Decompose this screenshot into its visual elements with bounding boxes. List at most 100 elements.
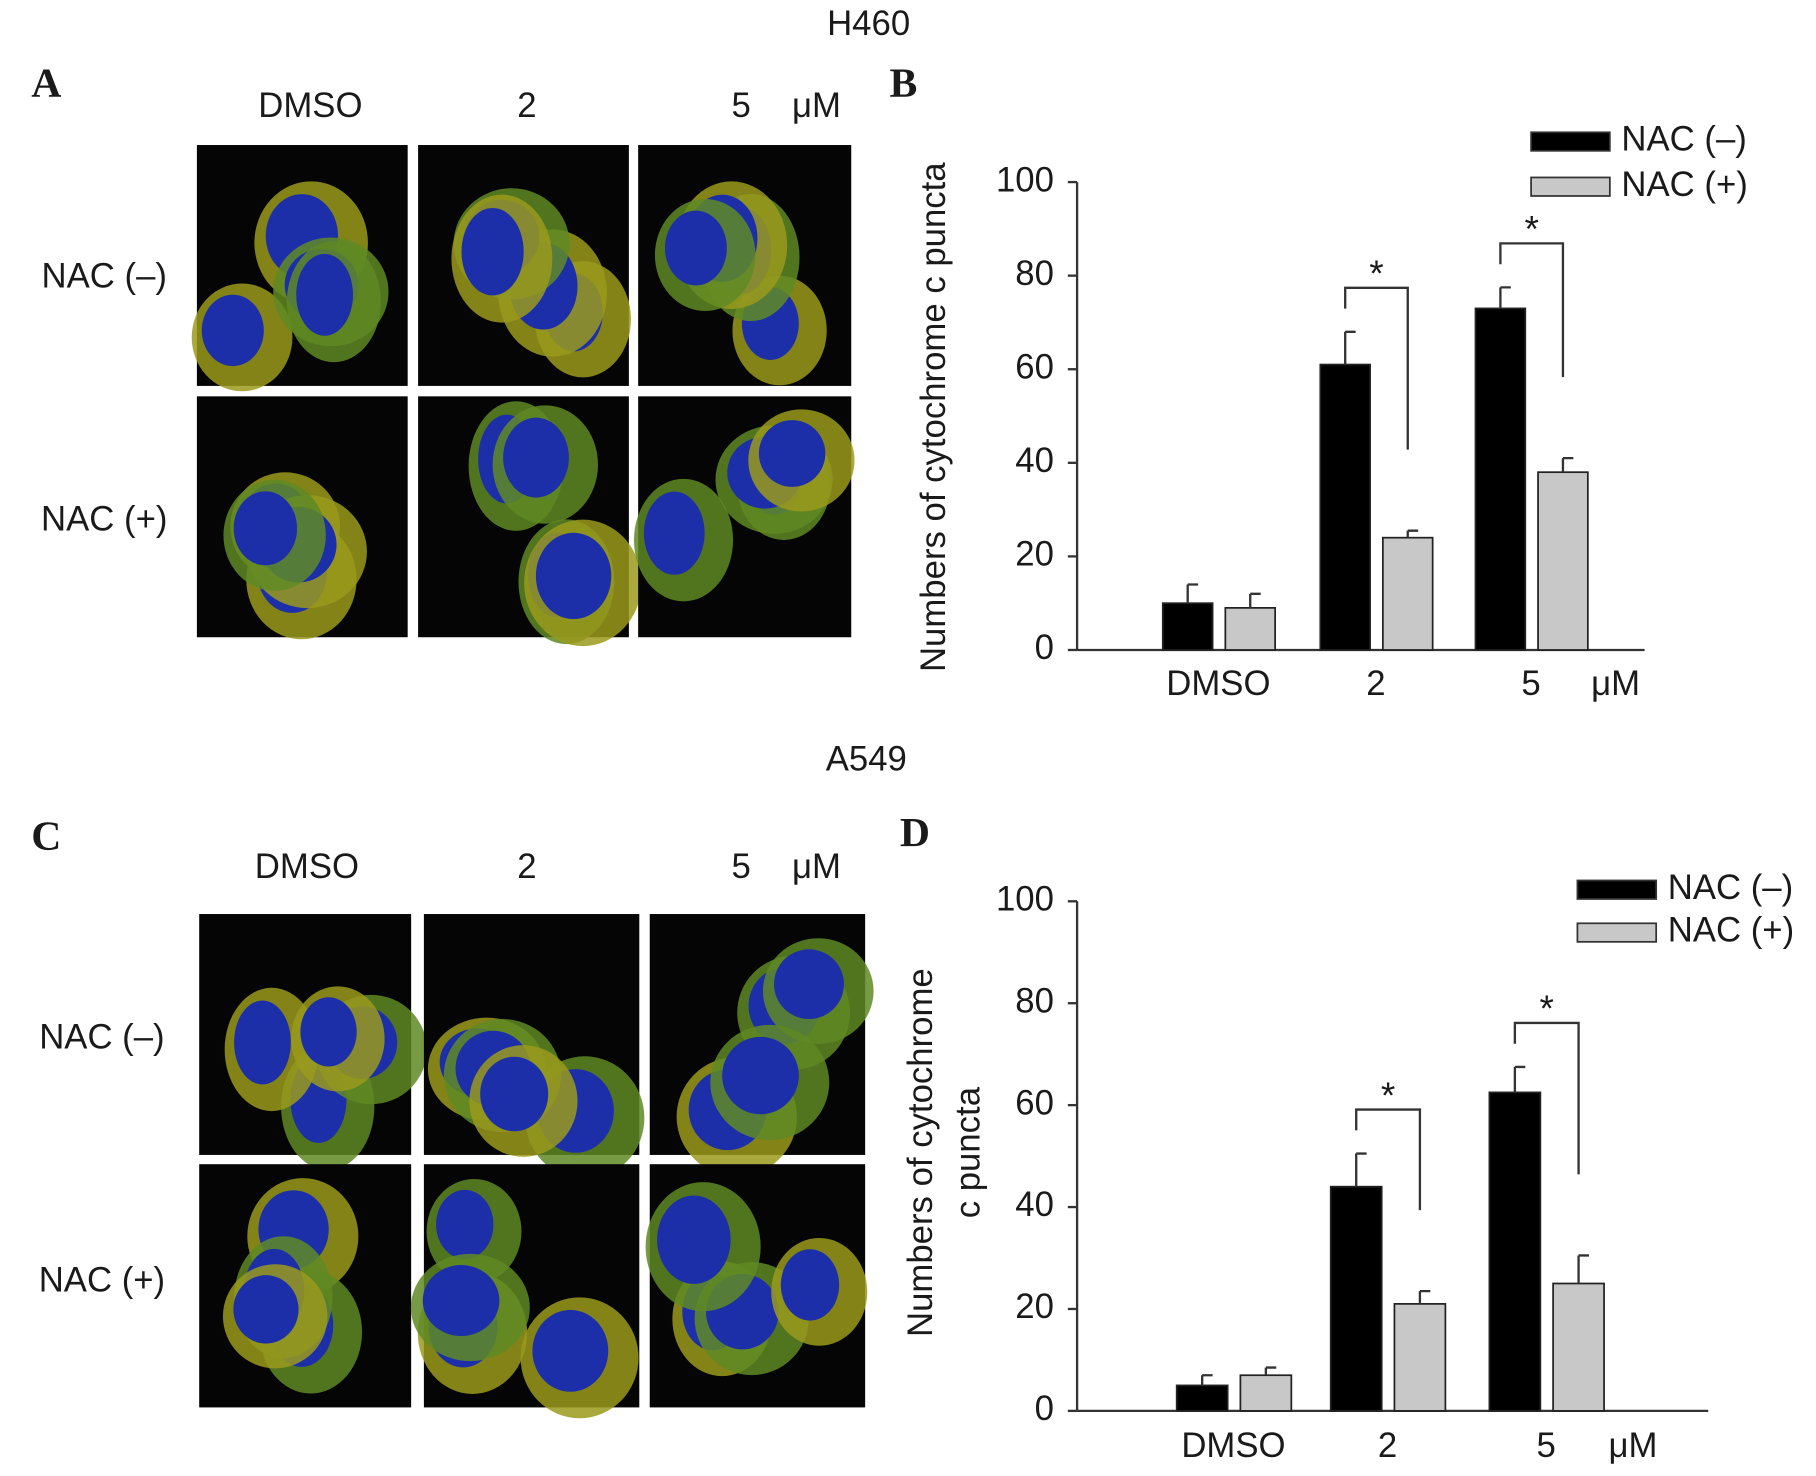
- error-bar: [1513, 1065, 1526, 1093]
- x-tick-label: 5: [1521, 665, 1540, 703]
- unit-label: μM: [792, 848, 841, 886]
- cell-nucleus: [535, 532, 612, 620]
- error-bar: [1249, 592, 1261, 608]
- bar: [1552, 1282, 1605, 1412]
- cell-nucleus: [532, 1309, 609, 1392]
- cell-nucleus: [436, 1189, 494, 1260]
- y-tick-label: 80: [1015, 255, 1054, 293]
- bar: [1381, 536, 1434, 651]
- x-unit-label: μM: [1609, 1427, 1658, 1465]
- error-bar: [1406, 529, 1419, 538]
- x-tick-label: 2: [1366, 665, 1385, 703]
- error-bar: [1186, 583, 1199, 604]
- error-bar: [1561, 456, 1574, 473]
- cell-nucleus: [233, 491, 298, 566]
- bar: [1161, 602, 1214, 651]
- legend-swatch: [1576, 922, 1658, 943]
- bar: [1537, 471, 1589, 651]
- row-label: NAC (–): [39, 1018, 164, 1056]
- panel-letter: C: [31, 813, 61, 859]
- bar: [1393, 1303, 1447, 1412]
- cell-nucleus: [758, 420, 826, 487]
- y-tick-label: 0: [1035, 1390, 1054, 1428]
- cell-nucleus: [300, 997, 357, 1067]
- y-tick-label: 0: [1035, 629, 1054, 667]
- x-tick-label: DMSO: [1181, 1427, 1285, 1465]
- cell-nucleus: [664, 210, 727, 286]
- legend-label: NAC (+): [1668, 912, 1794, 950]
- y-tick-label: 60: [1015, 348, 1054, 386]
- y-tick-label: 20: [1015, 1288, 1054, 1326]
- panel-letter: A: [31, 61, 61, 107]
- cell-nucleus: [422, 1265, 500, 1337]
- bar: [1329, 1185, 1383, 1412]
- y-tick-label: 20: [1015, 536, 1054, 574]
- cell-line-title: H460: [827, 5, 910, 43]
- error-bar: [1577, 1254, 1589, 1284]
- panel-letter: D: [900, 810, 930, 856]
- error-bar: [1201, 1374, 1213, 1386]
- y-tick-label: 100: [996, 161, 1054, 199]
- y-axis-label: Numbers of cytochrome: [902, 968, 940, 1337]
- cell-nucleus: [461, 207, 524, 296]
- significance-label: *: [1381, 1074, 1395, 1116]
- bar: [1474, 307, 1527, 651]
- y-tick-label: 100: [996, 880, 1054, 918]
- panel-letter: B: [889, 61, 917, 107]
- x-tick-label: DMSO: [1166, 665, 1270, 703]
- column-header: 5: [732, 87, 751, 125]
- bar: [1239, 1374, 1293, 1412]
- significance-bracket: [1344, 286, 1409, 450]
- error-bar: [1355, 1152, 1367, 1187]
- error-bar: [1499, 286, 1511, 309]
- row-label: NAC (–): [42, 257, 167, 295]
- y-tick-label: 40: [1015, 1186, 1054, 1224]
- error-bar: [1264, 1366, 1277, 1376]
- column-header: 2: [517, 848, 536, 886]
- cell-line-title: A549: [826, 740, 907, 778]
- column-header: 2: [517, 87, 536, 125]
- cell-nucleus: [643, 491, 705, 575]
- cell-nucleus: [774, 949, 844, 1020]
- cell-nucleus: [503, 417, 569, 498]
- significance-label: *: [1524, 208, 1538, 250]
- bar: [1488, 1091, 1542, 1412]
- legend-label: NAC (+): [1621, 166, 1747, 204]
- x-tick-label: 5: [1536, 1427, 1555, 1465]
- column-header: DMSO: [258, 87, 362, 125]
- row-label: NAC (+): [39, 1262, 165, 1300]
- significance-label: *: [1369, 252, 1383, 294]
- cell-nucleus: [234, 1000, 291, 1085]
- row-label: NAC (+): [41, 501, 167, 539]
- cell-nucleus: [296, 253, 354, 336]
- legend-label: NAC (–): [1621, 121, 1746, 159]
- y-tick-label: 60: [1015, 1084, 1054, 1122]
- cell-nucleus: [722, 1036, 799, 1115]
- cell-nucleus: [480, 1056, 549, 1132]
- significance-label: *: [1540, 987, 1554, 1029]
- y-axis-label: c puncta: [950, 1086, 988, 1218]
- legend-swatch: [1576, 879, 1658, 900]
- bar: [1175, 1384, 1229, 1412]
- significance-bracket: [1513, 1021, 1580, 1175]
- bar: [1224, 607, 1277, 651]
- y-axis-label: Numbers of cytochrome c puncta: [915, 162, 953, 672]
- legend-label: NAC (–): [1668, 869, 1793, 907]
- x-tick-label: 2: [1378, 1427, 1397, 1465]
- x-unit-label: μM: [1591, 665, 1640, 703]
- cell-nucleus: [233, 1275, 299, 1344]
- legend-swatch: [1530, 131, 1611, 152]
- significance-bracket: [1499, 242, 1565, 378]
- significance-bracket: [1355, 1108, 1422, 1211]
- error-bar: [1418, 1289, 1431, 1304]
- y-tick-label: 40: [1015, 442, 1054, 480]
- cell-nucleus: [657, 1195, 731, 1284]
- cell-nucleus: [201, 294, 264, 367]
- column-header: 5: [732, 848, 751, 886]
- y-tick-label: 80: [1015, 982, 1054, 1020]
- unit-label: μM: [792, 87, 841, 125]
- bar: [1319, 363, 1371, 651]
- error-bar: [1344, 330, 1356, 365]
- legend-swatch: [1530, 176, 1611, 197]
